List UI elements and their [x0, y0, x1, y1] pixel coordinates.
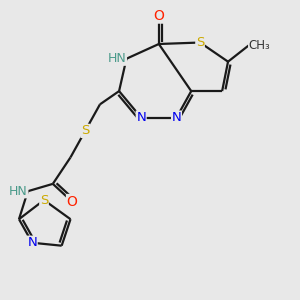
- Text: N: N: [136, 111, 146, 124]
- Text: N: N: [27, 236, 37, 249]
- Text: O: O: [67, 194, 77, 208]
- Text: HN: HN: [9, 185, 28, 198]
- Text: N: N: [172, 111, 182, 124]
- Text: O: O: [153, 9, 164, 23]
- Text: S: S: [40, 194, 48, 207]
- Text: S: S: [196, 36, 204, 49]
- Text: HN: HN: [108, 52, 126, 65]
- Text: S: S: [81, 124, 89, 137]
- Text: CH₃: CH₃: [249, 39, 270, 52]
